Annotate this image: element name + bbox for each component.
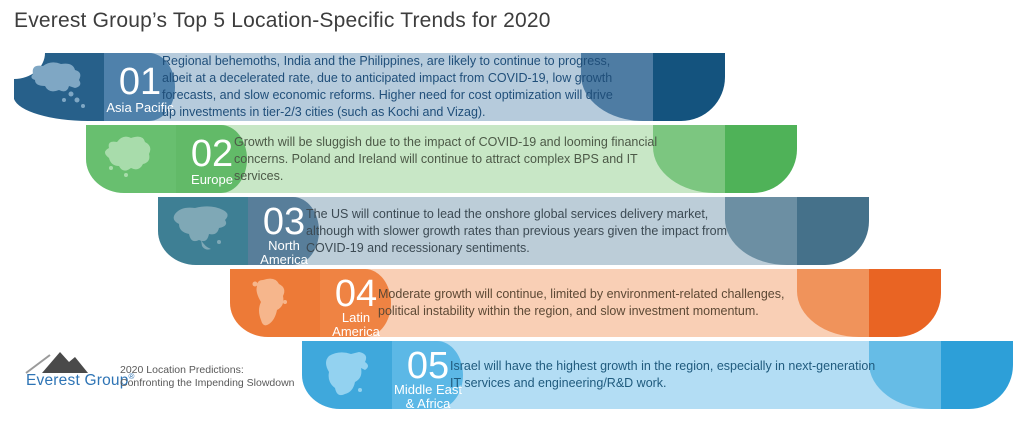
- row2-band: [212, 125, 725, 193]
- footer-caption-line2: Confronting the Impending Slowdown: [120, 377, 295, 390]
- row4-number-disc: [320, 269, 391, 337]
- row3-number: 03: [262, 201, 306, 243]
- row1-description: Regional behemoths, India and the Philip…: [162, 53, 614, 121]
- asia-pacific-map-icon: [31, 62, 85, 108]
- middle-east-africa-map-icon: [326, 352, 368, 396]
- north-america-map-icon: [173, 206, 228, 250]
- row3-region-label: North America: [229, 238, 339, 268]
- row4-description: Moderate growth will continue, limited b…: [378, 269, 810, 337]
- registered-mark: ®: [128, 372, 135, 381]
- row5-region-line1: Middle East: [394, 382, 462, 397]
- row1-wave-strong: [653, 53, 725, 121]
- row4-wave-strong: [869, 269, 941, 337]
- row5-wave-strong: [941, 341, 1013, 409]
- row3-number-disc: [248, 197, 319, 265]
- row1-band: [140, 53, 653, 121]
- row5-band: [428, 341, 941, 409]
- row2-description: Growth will be sluggish due to the impac…: [234, 125, 679, 193]
- row1-region-line1: Asia Pacific: [106, 100, 174, 115]
- footer-caption-line1: 2020 Location Predictions:: [120, 364, 244, 376]
- row1-description-text: Regional behemoths, India and the Philip…: [162, 54, 613, 119]
- row5-region-label: Middle East & Africa: [373, 382, 483, 412]
- row4-region-line2: America: [332, 324, 380, 340]
- row5-number: 05: [406, 345, 450, 387]
- row2-wave-medium: [653, 125, 725, 193]
- row2-region-line1: Europe: [191, 172, 233, 187]
- row1-number: 01: [118, 61, 162, 103]
- row3-description: The US will continue to lead the onshore…: [306, 197, 746, 265]
- row2-description-text: Growth will be sluggish due to the impac…: [234, 134, 658, 183]
- row5-number-disc: [392, 341, 463, 409]
- row5-region-line2: & Africa: [405, 396, 451, 412]
- row3-region-line1: North: [268, 238, 300, 253]
- page-title: Everest Group’s Top 5 Location-Specific …: [14, 9, 551, 32]
- row4-region-line1: Latin: [341, 310, 371, 325]
- row2-number-disc: [176, 125, 247, 193]
- row3-description-text: The US will continue to lead the onshore…: [306, 206, 728, 255]
- row1-region-label: Asia Pacific: [85, 100, 195, 115]
- row4-number: 04: [334, 273, 378, 315]
- mountain-icon: [25, 352, 88, 374]
- row1-wave-medium: [581, 53, 653, 121]
- row5-description: Israel will have the highest growth in t…: [450, 341, 880, 409]
- row3-band: [284, 197, 797, 265]
- europe-map-icon: [105, 136, 151, 177]
- brand-logo-text: Everest Group®: [26, 372, 135, 390]
- row4-band: [356, 269, 869, 337]
- row5-wave-medium: [869, 341, 941, 409]
- latin-america-map-icon: [252, 278, 287, 326]
- row5-description-text: Israel will have the highest growth in t…: [450, 359, 876, 390]
- brand-name: Everest Group: [26, 372, 129, 390]
- row3-region-line2: America: [260, 252, 308, 268]
- row2-number: 02: [190, 133, 234, 175]
- footer-caption: 2020 Location Predictions: Confronting t…: [120, 364, 295, 390]
- row3-wave-strong: [797, 197, 869, 265]
- row4-description-text: Moderate growth will continue, limited b…: [378, 287, 785, 318]
- row2-region-label: Europe: [157, 172, 267, 187]
- row1-number-disc: [104, 53, 175, 121]
- row4-region-label: Latin America: [301, 310, 411, 340]
- row4-wave-medium: [797, 269, 869, 337]
- row2-wave-strong: [725, 125, 797, 193]
- row3-wave-medium: [725, 197, 797, 265]
